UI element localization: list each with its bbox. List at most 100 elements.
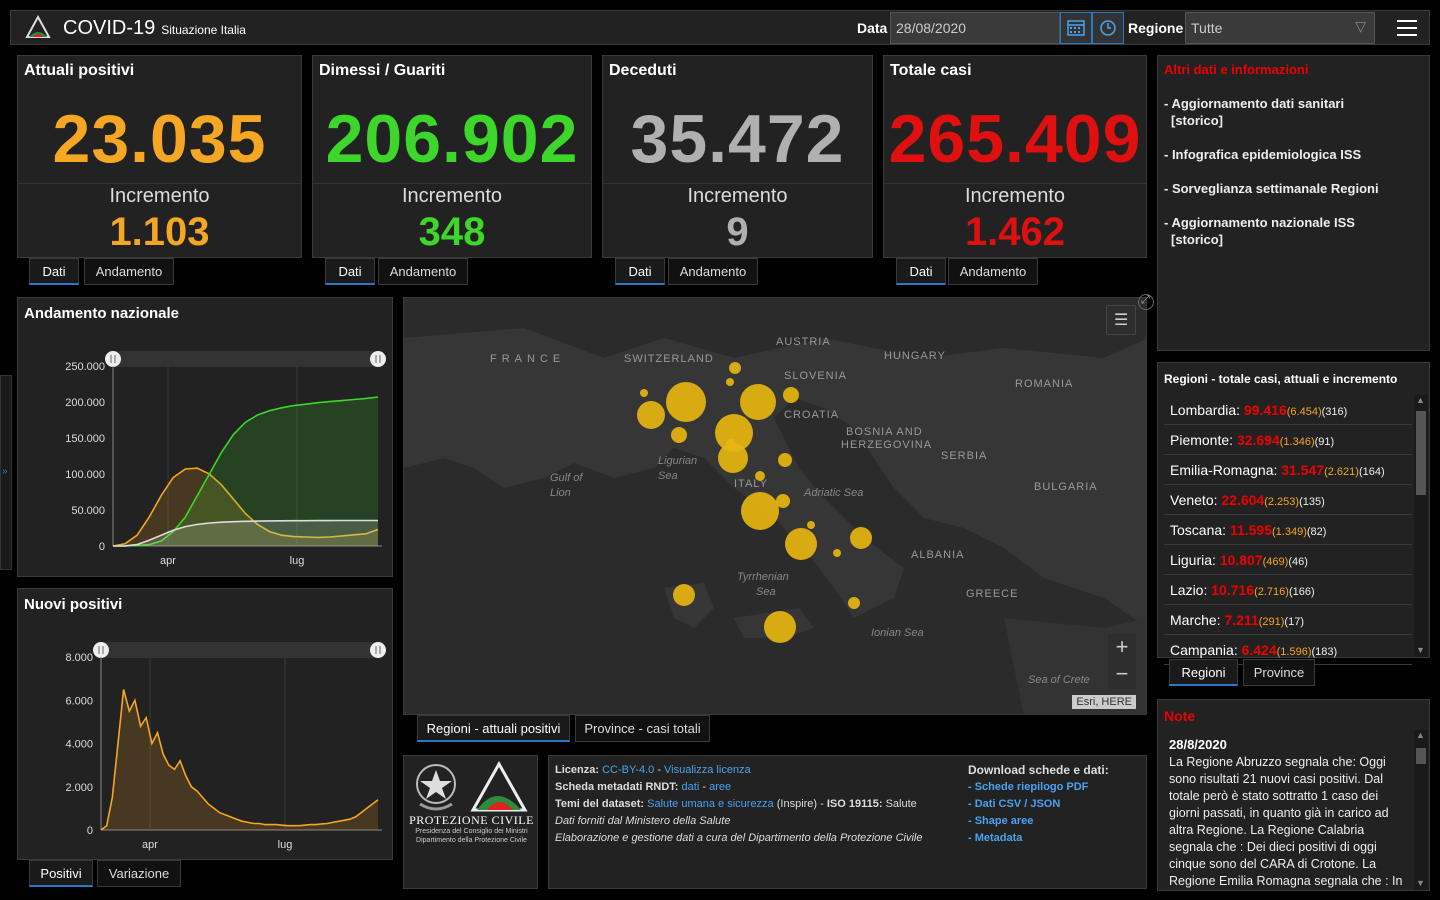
region-bubble[interactable] (807, 521, 815, 529)
region-bubble[interactable] (848, 597, 860, 609)
region-bubble[interactable] (740, 384, 776, 420)
region-bubble[interactable] (776, 494, 790, 508)
note-scroll-thumb[interactable] (1416, 748, 1426, 764)
info-link-aggiornamento-iss[interactable]: - Aggiornamento nazionale ISS (1164, 215, 1355, 230)
zoom-in-button[interactable]: + (1108, 634, 1136, 662)
note-scrollbar[interactable]: ▲ ▼ (1414, 730, 1428, 890)
metadati-label: Scheda metadati RNDT: (555, 781, 679, 793)
range-slider-handle[interactable] (105, 351, 121, 367)
zoom-out-button[interactable]: − (1108, 661, 1136, 689)
region-bubble[interactable] (850, 527, 872, 549)
regioni-title: Regioni - totale casi, attuali e increme… (1164, 372, 1398, 386)
region-bubble[interactable] (755, 471, 765, 481)
region-row[interactable]: Liguria: 10.807(469)(46) (1164, 545, 1412, 575)
range-slider-handle[interactable] (93, 642, 109, 658)
kpi-increment-label: Incremento (964, 185, 1066, 207)
kpi-tab-andamento[interactable]: Andamento (948, 258, 1038, 285)
tab-variazione[interactable]: Variazione (97, 860, 181, 887)
region-row[interactable]: Veneto: 22.604(2.253)(135) (1164, 485, 1412, 515)
region-row[interactable]: Marche: 7.211(291)(17) (1164, 605, 1412, 635)
iso-value: Salute (885, 798, 917, 810)
regioni-scrollbar[interactable]: ▲ ▼ (1414, 395, 1428, 657)
kpi-tab-dati[interactable]: Dati (896, 258, 946, 285)
region-bubble[interactable] (666, 382, 706, 422)
region-current: (2.253) (1264, 496, 1300, 508)
region-row[interactable]: Lombardia: 99.416(6.454)(316) (1164, 395, 1412, 425)
info-link-storico-1[interactable]: [storico] (1171, 113, 1223, 128)
region-name: Emilia-Romagna: (1170, 462, 1278, 478)
download-metadata-link[interactable]: - Metadata (968, 832, 1023, 844)
kpi-tab-dati[interactable]: Dati (325, 258, 375, 285)
app-header: COVID-19 Situazione Italia Data 28/08/202… (10, 10, 1430, 45)
kpi-panel: Dimessi / Guariti 206.902 Incremento 348 (312, 55, 592, 258)
kpi-tab-dati[interactable]: Dati (29, 258, 79, 285)
region-row[interactable]: Piemonte: 32.694(1.346)(91) (1164, 425, 1412, 455)
tab-province-totali[interactable]: Province - casi totali (575, 715, 710, 742)
elaborazione-text: Elaborazione e gestione dati a cura del … (555, 832, 923, 844)
download-csv-link[interactable]: - Dati CSV / JSON (968, 798, 1061, 810)
licenza-link[interactable]: CC-BY-4.0 (602, 764, 655, 776)
map-legend-button[interactable]: ☰ (1106, 305, 1136, 335)
region-bubble[interactable] (671, 427, 687, 443)
region-bubble[interactable] (778, 453, 792, 467)
map-fullscreen-button[interactable]: ⤢ (1138, 294, 1154, 310)
download-shape-link[interactable]: - Shape aree (968, 815, 1034, 827)
info-link-sorveglianza[interactable]: - Sorveglianza settimanale Regioni (1164, 181, 1379, 196)
region-bubble[interactable] (726, 378, 734, 386)
calendar-button[interactable] (1060, 12, 1092, 44)
region-bubble[interactable] (726, 439, 736, 449)
info-link-aggiornamento-sanitari[interactable]: - Aggiornamento dati sanitari (1164, 96, 1345, 111)
info-link-storico-2[interactable]: [storico] (1171, 232, 1223, 247)
date-input[interactable]: 28/08/2020 (890, 12, 1060, 44)
region-name: Marche: (1170, 612, 1221, 628)
regioni-scroll-thumb[interactable] (1416, 411, 1426, 495)
region-row[interactable]: Toscana: 11.595(1.349)(82) (1164, 515, 1412, 545)
kpi-tab-andamento[interactable]: Andamento (378, 258, 468, 285)
time-button[interactable] (1092, 12, 1124, 44)
region-select[interactable]: Tutte ▽ (1185, 12, 1375, 44)
region-row[interactable]: Lazio: 10.716(2.716)(166) (1164, 575, 1412, 605)
region-bubble[interactable] (637, 401, 665, 429)
tab-regioni[interactable]: Regioni (1169, 659, 1238, 686)
region-bubble[interactable] (833, 549, 841, 557)
tab-province[interactable]: Province (1243, 659, 1315, 686)
region-bubble[interactable] (764, 611, 796, 643)
visualizza-licenza-link[interactable]: Visualizza licenza (664, 764, 751, 776)
metadati-aree-link[interactable]: aree (709, 781, 732, 793)
tab-positivi[interactable]: Positivi (29, 860, 93, 887)
nuovi-chart[interactable]: 8.000 6.000 4.000 2.000 0 apr lug (18, 589, 394, 861)
metadati-dati-link[interactable]: dati (681, 781, 700, 793)
range-slider-handle[interactable] (370, 642, 386, 658)
temi-line: Temi del dataset: Salute umana e sicurez… (555, 796, 917, 813)
region-current: (1.349) (1272, 526, 1307, 538)
region-current: (2.621) (1324, 466, 1359, 478)
temi-link[interactable]: Salute umana e sicurezza (647, 798, 774, 810)
range-slider-handle[interactable] (370, 351, 386, 367)
region-current: (2.716) (1254, 586, 1289, 598)
y-tick-label: 4.000 (65, 739, 93, 751)
region-bubble[interactable] (673, 584, 695, 606)
tab-regioni-attuali[interactable]: Regioni - attuali positivi (417, 715, 570, 742)
info-link-infografica-iss[interactable]: - Infografica epidemiologica ISS (1164, 147, 1362, 162)
fullscreen-icon: ⤢ (1141, 294, 1150, 306)
kpi-tab-andamento[interactable]: Andamento (668, 258, 758, 285)
side-panel-toggle[interactable]: » (0, 375, 12, 570)
map-country-label: FRANCE (490, 353, 566, 365)
region-total: 10.807 (1219, 552, 1263, 568)
region-bubble[interactable] (729, 362, 741, 374)
series-area (113, 468, 378, 546)
download-title: Download schede e dati: (968, 763, 1109, 777)
region-bubble[interactable] (741, 492, 779, 530)
region-bubble[interactable] (640, 389, 648, 397)
andamento-chart[interactable]: 250.000 200.000 150.000 100.000 50.000 0 apr lu… (18, 298, 394, 578)
region-bubble[interactable] (783, 387, 799, 403)
region-row[interactable]: Campania: 6.424(1.596)(183) (1164, 635, 1412, 665)
kpi-tab-dati[interactable]: Dati (615, 258, 665, 285)
region-row[interactable]: Emilia-Romagna: 31.547(2.621)(164) (1164, 455, 1412, 485)
kpi-tab-andamento[interactable]: Andamento (84, 258, 174, 285)
download-pdf-link[interactable]: - Schede riepilogo PDF (968, 781, 1089, 793)
region-bubble[interactable] (785, 528, 817, 560)
map-view[interactable]: FRANCE SWITZERLAND AUSTRIA HUNGARY SLOVENIA C… (403, 297, 1147, 715)
hamburger-menu-button[interactable] (1397, 17, 1421, 39)
region-name: Veneto: (1170, 492, 1218, 508)
